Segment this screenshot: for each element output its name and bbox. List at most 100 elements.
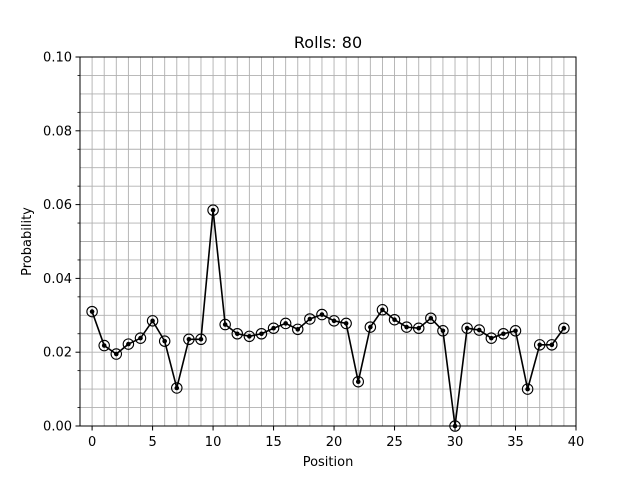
data-point-ring [122,338,135,350]
data-point [247,334,252,339]
data-point-ring [497,327,510,340]
data-point [198,336,204,342]
data-point-ring [509,325,522,337]
data-point-ring [292,323,304,336]
data-point-ring [437,325,449,337]
data-point-ring [195,333,207,346]
data-point [283,321,288,326]
data-point-ring [352,375,364,388]
data-point-ring [183,333,195,346]
x-tick-label: 20 [326,435,343,450]
data-point [501,331,506,337]
y-axis-ticks: 0.00 0.02 0.04 0.06 0.08 0.10 [43,51,80,435]
data-point-ring [558,322,570,334]
x-tick-label: 15 [265,435,282,450]
data-point [210,207,216,213]
y-axis-label: Probability [20,207,35,276]
data-point [113,351,119,357]
data-point-ring [219,318,231,331]
x-tick-label: 5 [148,435,156,450]
data-point [307,316,313,322]
data-point-ring [461,322,473,334]
data-point [271,325,276,331]
y-tick-label: 0.02 [43,346,72,361]
data-point [126,341,131,347]
x-tick-label: 25 [386,435,403,450]
data-point [404,324,409,330]
data-point [549,342,555,348]
data-point [234,331,240,337]
data-point-ring [110,348,123,360]
data-point [476,327,482,333]
grid [79,56,577,427]
data-point [295,327,301,332]
x-tick-label: 40 [568,435,585,450]
data-point [440,328,446,334]
series-line [91,210,565,427]
data-point [174,385,180,391]
data-point-ring [376,304,389,316]
chart-title: Rolls: 80 [294,33,362,52]
data-point [537,342,543,348]
data-point-ring [231,327,244,340]
data-point [416,325,422,331]
data-point-ring [328,315,340,327]
data-point-ring [304,313,316,325]
data-point [489,335,494,341]
data-point [331,318,337,324]
data-point [150,318,155,324]
data-point-ring [340,317,352,330]
data-point-ring [207,204,219,216]
data-point-ring [473,324,485,336]
data-point-ring [412,322,425,334]
data-point-ring [533,339,546,351]
x-tick-label: 35 [507,435,524,450]
data-point-ring [364,321,377,333]
data-point [343,321,349,326]
y-tick-label: 0.00 [43,420,72,435]
data-point-ring [134,332,147,344]
plot-frame [79,56,577,427]
data-point [428,315,434,321]
x-axis-ticks: 0 5 10 15 20 25 30 35 40 [88,426,584,450]
data-point [101,343,107,348]
data-point [319,312,325,317]
data-point-ring [400,321,413,333]
data-point-ring [521,383,534,395]
data-point [138,335,143,341]
x-tick-label: 10 [205,435,222,450]
data-point [355,379,361,385]
data-point [222,322,228,327]
data-point [380,307,385,313]
data-point-ring [158,335,171,347]
data-point-ring [255,327,268,340]
data-point [513,328,518,334]
data-point-ring [388,313,401,326]
y-tick-label: 0.08 [43,124,72,139]
data-point [392,317,397,323]
x-axis-label: Position [303,455,354,470]
data-point-ring [485,332,498,344]
data-point-ring [86,305,98,318]
data-point-ring [98,339,110,352]
data-point-ring [243,330,256,343]
y-tick-label: 0.06 [43,198,72,213]
x-tick-label: 30 [447,435,464,450]
data-point [162,338,167,344]
series [86,204,570,432]
y-tick-label: 0.10 [43,51,72,66]
data-point-ring [425,312,437,325]
data-point-ring [267,322,280,334]
data-point [464,325,470,331]
data-point [368,324,373,330]
y-tick-label: 0.04 [43,272,72,287]
data-point [186,336,192,342]
data-point-ring [279,317,292,330]
x-tick-label: 0 [88,435,96,450]
data-point [561,325,567,331]
data-point-ring [316,308,328,321]
data-point-ring [146,315,159,327]
data-point-ring [171,382,183,394]
